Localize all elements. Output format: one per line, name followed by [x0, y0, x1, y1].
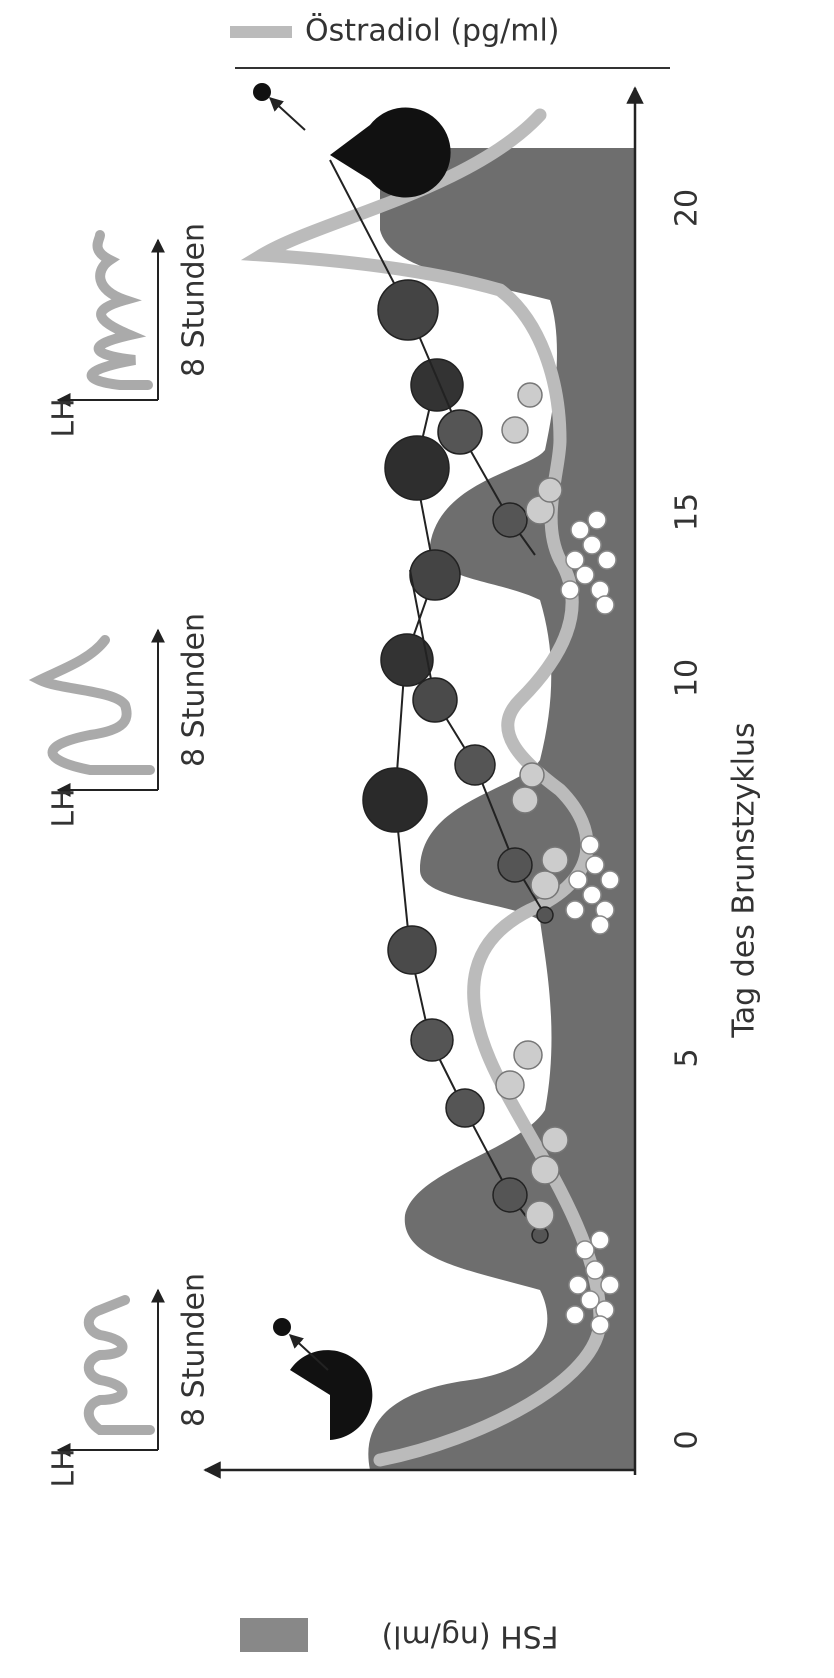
lh-inset: LH 8 Stunden	[47, 1273, 212, 1488]
lh-inset: LH 8 Stunden	[47, 223, 212, 438]
x-tick-label: 10	[670, 659, 705, 697]
arrow	[288, 1334, 329, 1371]
ovulating-follicle	[290, 1350, 373, 1440]
inset-y-label: LH	[47, 788, 82, 827]
follicle-wave	[362, 358, 549, 1244]
inset-y-label: LH	[47, 398, 82, 437]
legend-swatch	[240, 1618, 308, 1652]
inset-x-label: 8 Stunden	[177, 223, 212, 377]
ovulating-follicle	[330, 107, 451, 198]
legend-fsh: FSH (ng/ml)	[382, 1619, 559, 1654]
arrow	[268, 97, 306, 131]
inset-x-label: 8 Stunden	[177, 1273, 212, 1427]
oocyte	[273, 1318, 291, 1336]
inset-x-label: 8 Stunden	[177, 613, 212, 767]
legend-estradiol: Östradiol (pg/ml)	[305, 13, 560, 49]
follicle-wave	[409, 569, 554, 924]
follicle-wave	[329, 159, 536, 556]
x-tick-label: 5	[670, 1048, 705, 1067]
small-follicles	[495, 382, 569, 1230]
estradiol-curve	[240, 108, 607, 1467]
x-tick-label: 15	[670, 493, 705, 531]
x-axis-label: Tag des Brunstzyklus	[727, 722, 762, 1038]
oocyte	[253, 83, 271, 101]
inset-y-label: LH	[47, 1448, 82, 1487]
x-tick-label: 20	[670, 189, 705, 227]
lh-inset: LH 8 Stunden	[28, 613, 212, 828]
follicle-pool	[560, 510, 620, 1335]
x-tick-label: 0	[670, 1430, 705, 1449]
